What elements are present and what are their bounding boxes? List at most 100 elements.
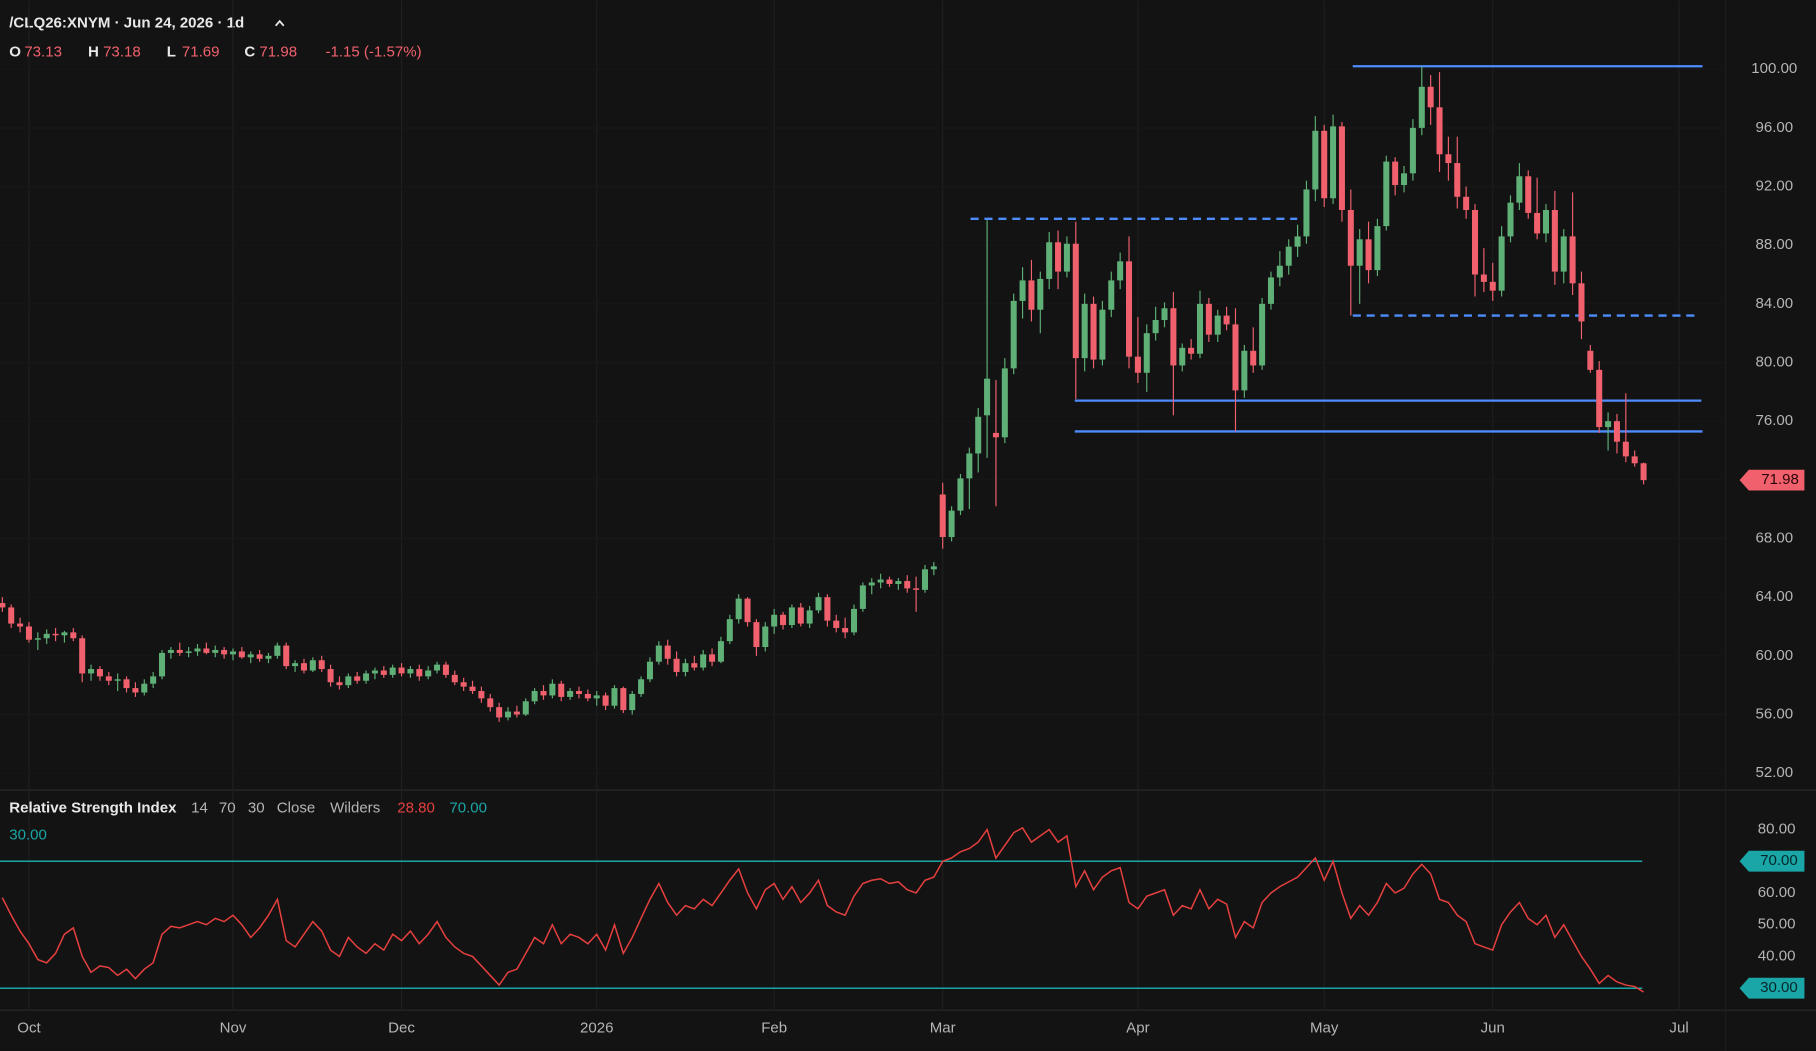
candle-body xyxy=(203,648,210,653)
candle-body xyxy=(1409,127,1416,174)
ohlc-label: H xyxy=(88,43,99,60)
price-tick-label: 52.00 xyxy=(1755,764,1793,781)
candle-body xyxy=(469,686,476,692)
x-tick-label: May xyxy=(1310,1020,1339,1037)
last-price-tag xyxy=(1739,469,1805,491)
price-tick-label: 88.00 xyxy=(1755,236,1793,253)
candle-body xyxy=(1605,421,1612,428)
candle-body xyxy=(806,610,813,624)
rsi-current: 28.80 xyxy=(397,800,435,817)
candle-body xyxy=(709,654,716,662)
candle-body xyxy=(34,638,41,640)
candle-body xyxy=(1259,303,1266,366)
candle-body xyxy=(984,378,991,416)
candle-body xyxy=(735,598,742,620)
candle-body xyxy=(513,711,520,715)
rsi-tick-label: 40.00 xyxy=(1758,947,1796,964)
candle-body xyxy=(939,494,946,538)
rsi-level-tag-label: 30.00 xyxy=(1760,979,1798,996)
candle-body xyxy=(780,614,787,626)
candle-body xyxy=(1489,281,1496,291)
candle-body xyxy=(1613,421,1620,442)
candle-body xyxy=(1099,309,1106,360)
rsi-param: 30 xyxy=(248,800,265,817)
change-value: -1.15 (-1.57%) xyxy=(325,43,421,60)
x-tick-label: Dec xyxy=(388,1020,415,1037)
candle-body xyxy=(176,649,183,653)
candle-body xyxy=(1108,280,1115,310)
candle-body xyxy=(1196,303,1204,354)
candle-body xyxy=(105,676,112,681)
candle-body xyxy=(1019,280,1026,301)
candle-body xyxy=(1631,456,1638,464)
candle-body xyxy=(159,652,166,677)
rsi-tick-label: 50.00 xyxy=(1758,916,1796,933)
rsi-title: Relative Strength Index xyxy=(9,800,177,817)
candle-body xyxy=(185,651,192,653)
candle-body xyxy=(1418,86,1425,128)
candle-body xyxy=(593,695,600,699)
candle-body xyxy=(229,651,237,655)
candle-body xyxy=(629,693,636,711)
candle-body xyxy=(1569,236,1576,284)
candle-body xyxy=(1223,315,1230,325)
candle-body xyxy=(895,581,902,584)
candle-body xyxy=(859,585,866,609)
candle-body xyxy=(389,667,396,675)
candle-body xyxy=(1117,261,1124,281)
candle-body xyxy=(886,579,893,584)
candle-body xyxy=(797,607,804,624)
candle-body xyxy=(79,638,86,674)
ohlc-label: L xyxy=(167,43,176,60)
last-price-label: 71.98 xyxy=(1761,471,1799,488)
candle-body xyxy=(833,620,840,628)
candle-body xyxy=(691,663,698,668)
candle-body xyxy=(150,676,157,684)
candle-body xyxy=(141,683,148,693)
candle-body xyxy=(1188,347,1195,354)
price-tick-label: 92.00 xyxy=(1755,177,1793,194)
candle-body xyxy=(1534,212,1541,234)
candle-body xyxy=(682,663,689,672)
candle-body xyxy=(300,663,307,671)
candle-body xyxy=(575,691,583,694)
rsi-level-tag xyxy=(1739,977,1805,999)
x-tick-label: 2026 xyxy=(580,1020,613,1037)
candle-body xyxy=(1241,350,1248,391)
candle-body xyxy=(1170,308,1177,366)
candle-body xyxy=(1046,242,1053,279)
candle-body xyxy=(1516,176,1523,203)
price-tick-label: 80.00 xyxy=(1755,353,1793,370)
candle-body xyxy=(948,510,955,538)
rsi-tick-label: 80.00 xyxy=(1758,820,1796,837)
candle-body xyxy=(123,679,130,689)
candle-body xyxy=(966,453,973,479)
collapse-icon[interactable] xyxy=(274,19,285,27)
candle-body xyxy=(1312,130,1319,190)
price-tick-label: 68.00 xyxy=(1755,529,1793,546)
candle-body xyxy=(1365,239,1372,271)
candle-body xyxy=(318,660,325,670)
candle-body xyxy=(1507,202,1514,237)
candle-body xyxy=(363,673,370,681)
rsi-param: 14 xyxy=(191,800,208,817)
candle-body xyxy=(549,683,556,696)
candle-body xyxy=(921,569,928,590)
candle-body xyxy=(1179,347,1186,366)
candle-body xyxy=(1294,236,1301,247)
candle-body xyxy=(247,654,254,658)
candle-body xyxy=(1134,356,1141,373)
x-tick-label: Nov xyxy=(220,1020,247,1037)
rsi-tick-label: 60.00 xyxy=(1758,884,1796,901)
candle-body xyxy=(460,682,467,687)
candle-body xyxy=(380,670,387,675)
x-tick-label: Jul xyxy=(1669,1020,1688,1037)
candle-body xyxy=(904,581,911,589)
candle-body xyxy=(212,649,219,653)
rsi-param: 70 xyxy=(219,800,236,817)
price-tick-label: 64.00 xyxy=(1755,588,1793,605)
candle-body xyxy=(584,693,591,699)
candle-body xyxy=(1232,324,1239,391)
x-tick-label: Mar xyxy=(930,1020,956,1037)
candle-body xyxy=(1055,242,1062,272)
